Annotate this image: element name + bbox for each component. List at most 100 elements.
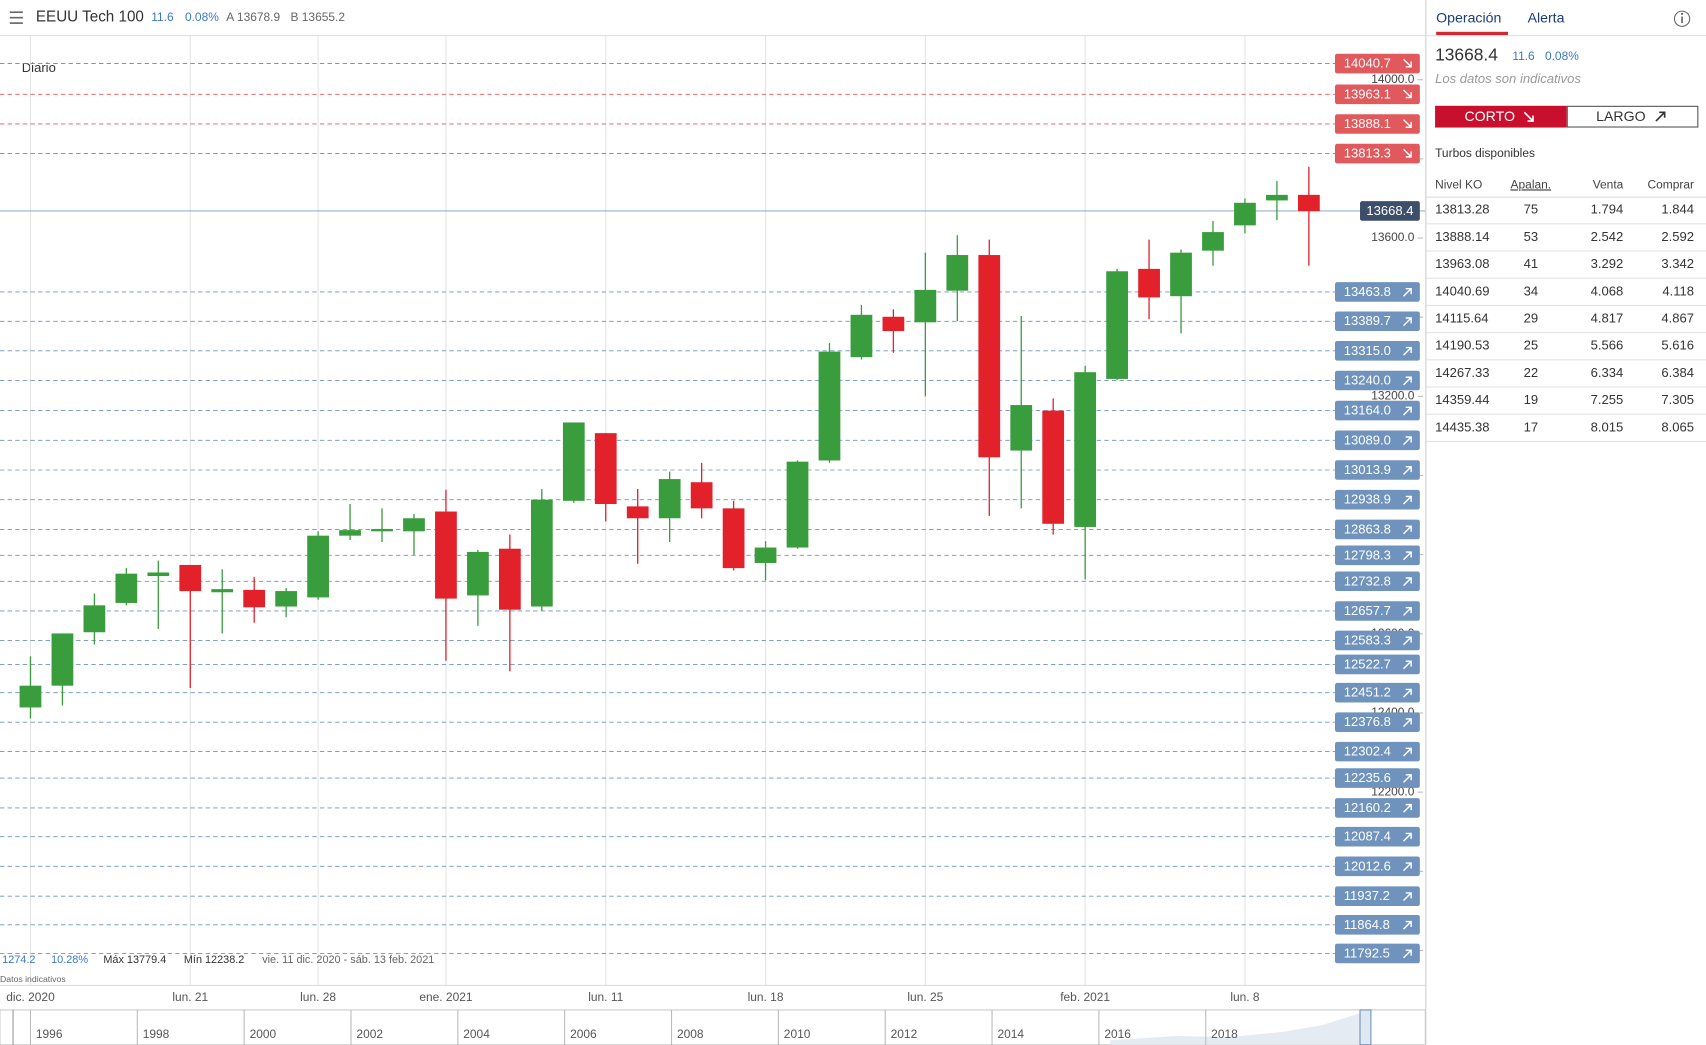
level-label-box[interactable] [1334, 915, 1420, 935]
table-cell: 22 [1524, 365, 1539, 380]
candle-body [850, 314, 873, 358]
level-label-box[interactable] [1334, 712, 1420, 732]
level-label: 13813.3 [1344, 146, 1391, 161]
level-arrow [1403, 774, 1412, 783]
level-label-box[interactable] [1334, 519, 1420, 540]
level-label-box[interactable] [1334, 798, 1420, 818]
instrument-title: EEUU Tech 100 [36, 9, 144, 26]
level-arrow [1403, 949, 1412, 959]
stat-max: Máx 13779.4 [103, 954, 166, 966]
table-cell: 8.065 [1661, 419, 1694, 434]
candle-body [435, 511, 457, 599]
period: Diario [22, 60, 56, 75]
level-label-box[interactable] [1334, 943, 1420, 964]
table-cell: 7.255 [1591, 392, 1624, 407]
tab-underline [1436, 31, 1508, 36]
table-cell: 25 [1524, 338, 1539, 353]
candle-body [946, 255, 969, 291]
candle-body [690, 482, 713, 509]
long-arrow [1655, 111, 1666, 122]
table-cell: 2.592 [1661, 229, 1694, 244]
navigator-handle[interactable] [1359, 1009, 1372, 1045]
navigator-year: 2004 [463, 1027, 490, 1041]
level-label-box[interactable] [1334, 143, 1420, 164]
level-label-box[interactable] [1334, 545, 1420, 566]
table-header: Comprar [1648, 177, 1695, 191]
table-cell: 14435.38 [1435, 419, 1489, 434]
navigator-year: 1996 [36, 1027, 63, 1041]
level-label-box[interactable] [1334, 682, 1420, 703]
table-cell: 5.616 [1661, 338, 1694, 353]
menu-icon[interactable] [9, 11, 23, 24]
level-label-box[interactable] [1334, 114, 1420, 134]
x-tick-label: ene. 2021 [419, 990, 473, 1004]
level-label: 13389.7 [1344, 313, 1391, 328]
level-label-box[interactable] [1334, 53, 1420, 74]
change-pct: 0.08% [185, 10, 219, 24]
level-arrow [1403, 406, 1412, 416]
table-cell: 14359.44 [1435, 392, 1489, 407]
y-tick-label: 14000.0 [1371, 72, 1415, 86]
table-header: Apalan. [1511, 177, 1552, 191]
level-label-box[interactable] [1334, 601, 1420, 621]
table-cell: 13963.08 [1435, 256, 1489, 271]
level-label-box[interactable] [1334, 856, 1420, 877]
x-tick-label: lun. 21 [172, 990, 208, 1004]
turbo-table: Nivel KO Apalan. Venta Comprar 13813.28 75 1.7… [1426, 177, 1706, 442]
candle-body [371, 528, 393, 532]
level-arrow [1403, 803, 1412, 813]
x-tick-label: lun. 8 [1230, 990, 1260, 1004]
level-label: 12235.6 [1344, 770, 1391, 785]
level-label-box[interactable] [1334, 370, 1420, 391]
level-label-box[interactable] [1334, 768, 1420, 788]
level-arrow [1403, 607, 1412, 616]
candle-body [147, 572, 170, 577]
candle-body [339, 530, 361, 536]
level-arrow [1403, 148, 1412, 158]
level-label-box[interactable] [1334, 341, 1420, 361]
x-tick-label: lun. 18 [748, 990, 784, 1004]
tab[interactable]: Alerta [1528, 9, 1565, 25]
level-label-box[interactable] [1334, 460, 1420, 480]
chart: dic. 2020 lun. 21 lun. 28 ene. 2021 lun. 11 l… [0, 36, 1426, 1004]
level-label-box[interactable] [1334, 400, 1420, 421]
info-icon[interactable] [1673, 10, 1691, 27]
candle-body [978, 255, 1001, 458]
level-label-box[interactable] [1334, 826, 1420, 847]
level-label: 13089.0 [1344, 432, 1391, 447]
level-label: 11792.5 [1344, 945, 1390, 960]
level-label-box[interactable] [1334, 571, 1420, 592]
level-label: 12583.3 [1344, 632, 1391, 647]
tab[interactable]: Operación [1436, 9, 1501, 25]
level-label-box[interactable] [1334, 654, 1420, 675]
level-label: 13013.9 [1344, 462, 1391, 477]
level-label-box[interactable] [1334, 489, 1420, 510]
level-label-box[interactable] [1334, 886, 1420, 906]
level-arrow [1403, 636, 1412, 646]
level-label-box[interactable] [1334, 282, 1420, 302]
candle-body [530, 499, 553, 607]
candle-body [307, 535, 329, 598]
navigator-area [1109, 1013, 1361, 1045]
candle-body [1234, 202, 1256, 226]
level-label-box[interactable] [1334, 630, 1420, 651]
navigator-year: 1998 [143, 1027, 170, 1041]
candle-body [403, 518, 425, 532]
level-label: 12938.9 [1344, 492, 1391, 507]
level-label-box[interactable] [1334, 84, 1420, 105]
level-label: 11937.2 [1344, 888, 1390, 903]
navigator-year: 2008 [677, 1027, 704, 1041]
level-label-box[interactable] [1334, 311, 1420, 332]
info-dot [1680, 12, 1684, 15]
short-button[interactable] [1435, 105, 1567, 128]
candle-body [51, 633, 74, 686]
candle-body [594, 433, 617, 505]
stat-range: vie. 11 dic. 2020 - sáb. 13 feb. 2021 [262, 954, 434, 966]
level-label-box[interactable] [1334, 741, 1420, 762]
candle-body [914, 289, 937, 323]
navigator-year: 2014 [997, 1027, 1024, 1041]
level-label-box[interactable] [1334, 430, 1420, 451]
table-cell: 3.342 [1661, 256, 1694, 271]
candle-body [1074, 372, 1097, 527]
